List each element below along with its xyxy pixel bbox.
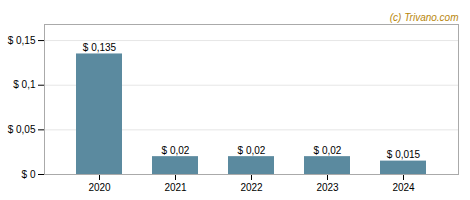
svg-text:2024: 2024 bbox=[392, 182, 415, 193]
svg-text:2020: 2020 bbox=[88, 182, 111, 193]
svg-text:$ 0,05: $ 0,05 bbox=[8, 124, 36, 135]
svg-text:$ 0: $ 0 bbox=[22, 169, 36, 180]
svg-text:2021: 2021 bbox=[164, 182, 187, 193]
svg-text:2022: 2022 bbox=[240, 182, 263, 193]
svg-text:$ 0,02: $ 0,02 bbox=[314, 145, 342, 156]
svg-text:2023: 2023 bbox=[316, 182, 339, 193]
svg-text:$ 0,1: $ 0,1 bbox=[13, 79, 36, 90]
svg-text:$ 0,02: $ 0,02 bbox=[238, 145, 266, 156]
svg-text:$ 0,15: $ 0,15 bbox=[8, 35, 36, 46]
svg-text:$ 0,135: $ 0,135 bbox=[83, 42, 117, 53]
svg-text:$ 0,02: $ 0,02 bbox=[162, 145, 190, 156]
svg-text:(c) Trivano.com: (c) Trivano.com bbox=[390, 12, 459, 23]
svg-text:$ 0,015: $ 0,015 bbox=[387, 149, 421, 160]
